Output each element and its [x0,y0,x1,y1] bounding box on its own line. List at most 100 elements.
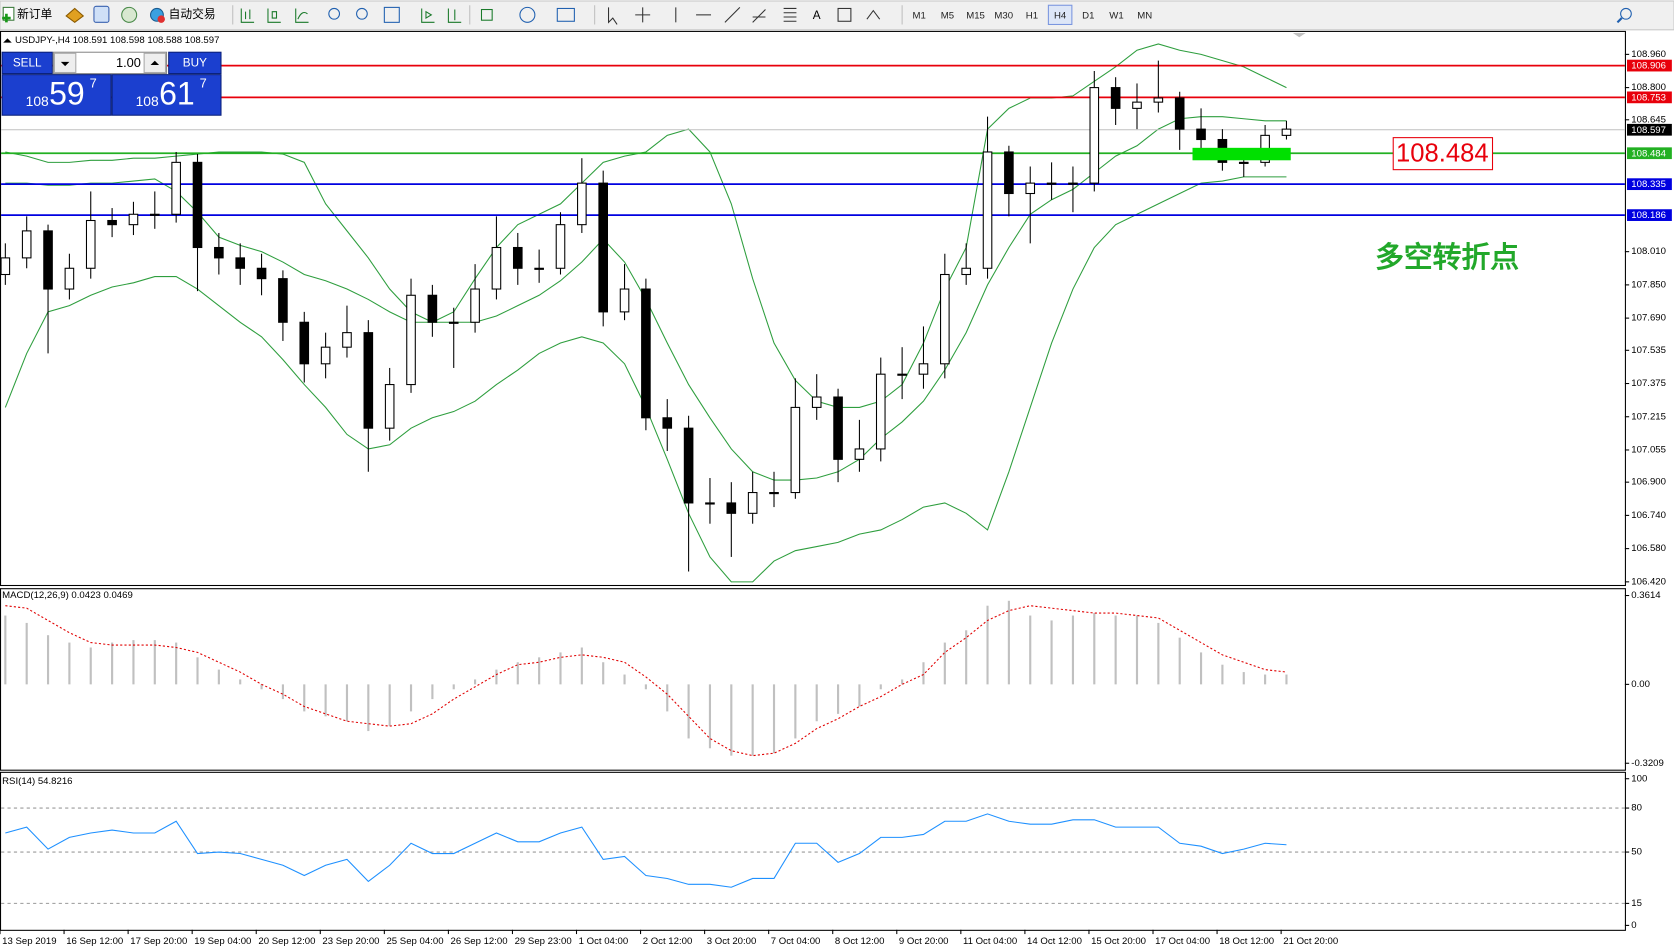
search-icon[interactable] [1620,7,1632,20]
timeframe-button[interactable]: W1 [1109,10,1123,21]
y-tick-label: 0.00 [1631,679,1650,690]
timeframe-button[interactable]: D1 [1082,10,1094,21]
candle-body [320,346,331,365]
chart-title: USDJPY-,H4 108.591 108.598 108.588 108.5… [15,35,219,46]
y-tick-label: 50 [1631,847,1642,858]
macd-bar [303,684,306,712]
macd-signal [5,605,1287,757]
y-tick-label: 107.690 [1631,313,1666,324]
x-tick-label: 25 Sep 04:00 [386,936,443,947]
text-tool[interactable]: A [813,9,821,22]
buy-button[interactable] [168,51,222,75]
macd-bar [175,642,178,685]
price-level-box [1627,147,1672,160]
separator [232,5,903,25]
candle-body [512,246,523,269]
candle-body [107,219,117,226]
price-main: 59 [49,75,85,111]
candle-body [1089,87,1100,184]
macd-bar [132,640,135,685]
annotation: 多空转折点 [1375,241,1519,274]
x-tick-label: 18 Oct 12:00 [1219,936,1274,947]
shift-marker [1292,33,1306,38]
price-level-label: 108.335 [1631,179,1666,190]
candle-body [384,384,395,429]
candle-body [940,273,950,365]
toolbar-new-order[interactable]: 新订单 [2,6,53,23]
timeframe-button[interactable]: H4 [1054,10,1067,21]
lot-value: 1.00 [116,55,141,70]
chart-tools[interactable] [240,6,575,23]
macd-bar [815,684,818,722]
macd-bar [922,662,925,685]
price-level-label: 108.597 [1631,125,1666,136]
macd-bar [1114,615,1117,685]
candle-body [577,182,587,226]
candle-body [235,257,246,269]
x-tick-label: 7 Oct 04:00 [771,936,821,947]
x-tick-label: 26 Sep 12:00 [451,936,508,947]
timeframe-button[interactable]: M30 [994,10,1013,21]
candle-body [192,161,203,249]
toolbar-auto-trading[interactable]: 自动交易 [149,7,216,23]
candle-body [598,182,608,313]
candle-body [726,502,737,514]
candle-body [683,427,694,504]
timeframe-button[interactable]: M15 [966,10,985,21]
price-prefix: 108 [136,93,159,109]
macd-bar [879,684,882,690]
rsi-panel [0,771,1626,931]
x-tick-label: 3 Oct 20:00 [707,936,757,947]
macd-bar [68,642,71,685]
candle-body [43,230,53,290]
lot-input[interactable] [52,51,168,75]
buy-price[interactable] [111,74,222,116]
x-tick-label: 23 Sep 20:00 [322,936,379,947]
candle-body [256,267,267,280]
macd-bar [452,684,455,690]
macd-bar [986,605,989,685]
macd-bar [474,679,477,685]
macd-bar [538,657,541,685]
icon[interactable] [121,6,138,23]
candle-body [555,224,566,269]
candle-body [406,294,416,386]
macd-bar [281,684,284,700]
y-tick-label: 0.3614 [1631,590,1661,601]
timeframe-button[interactable]: M5 [941,10,954,21]
candle-body [1132,101,1142,109]
macd-panel [0,588,1626,771]
y-tick-label: 0 [1631,920,1636,931]
candle-body [982,151,993,269]
candle-body [64,267,75,290]
x-tick-label: 15 Oct 20:00 [1091,936,1146,947]
annotation-box [1392,137,1494,171]
candle-body [149,213,160,216]
candle-body [128,213,139,226]
x-tick-label: 21 Oct 20:00 [1283,936,1338,947]
candle-body [961,267,971,276]
indicator-title: RSI(14) 54.8216 [2,776,72,787]
drawing-tools[interactable] [607,7,881,25]
icon[interactable] [65,7,85,24]
timeframe-button[interactable]: M1 [913,10,926,21]
macd-bar [89,647,92,685]
x-tick-label: 20 Sep 12:00 [258,936,315,947]
sell-label: SELL [13,57,42,70]
icon [150,60,160,66]
y-tick-label: 106.420 [1631,576,1666,587]
timeframe-button[interactable]: H1 [1026,10,1038,21]
x-tick-label: 14 Oct 12:00 [1027,936,1082,947]
icon[interactable] [93,5,110,23]
y-tick-label: 108.645 [1631,114,1666,125]
candle-body [747,492,758,514]
sell-price[interactable] [1,74,112,116]
candle-body [854,448,865,460]
y-tick-label: 106.580 [1631,543,1666,554]
timeframe-button[interactable]: MN [1137,10,1152,21]
macd-bar [666,684,669,712]
macd-bar [217,669,220,685]
x-tick-label: 13 Sep 2019 [2,936,56,947]
sell-button[interactable] [1,51,53,75]
